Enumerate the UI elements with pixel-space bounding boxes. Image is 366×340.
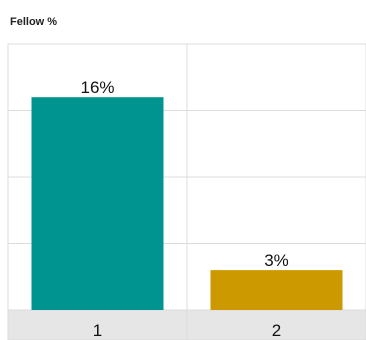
bar-1 (31, 97, 164, 310)
data-label-2: 3% (264, 251, 289, 270)
category-tick-label: 1 (93, 321, 102, 340)
bar-2 (210, 270, 343, 310)
bars (31, 97, 343, 310)
chart-title: Fellow % (10, 16, 58, 28)
data-label-1: 16% (80, 78, 114, 97)
data-labels: 16% 3% (80, 78, 288, 270)
category-tick-label: 2 (272, 321, 281, 340)
